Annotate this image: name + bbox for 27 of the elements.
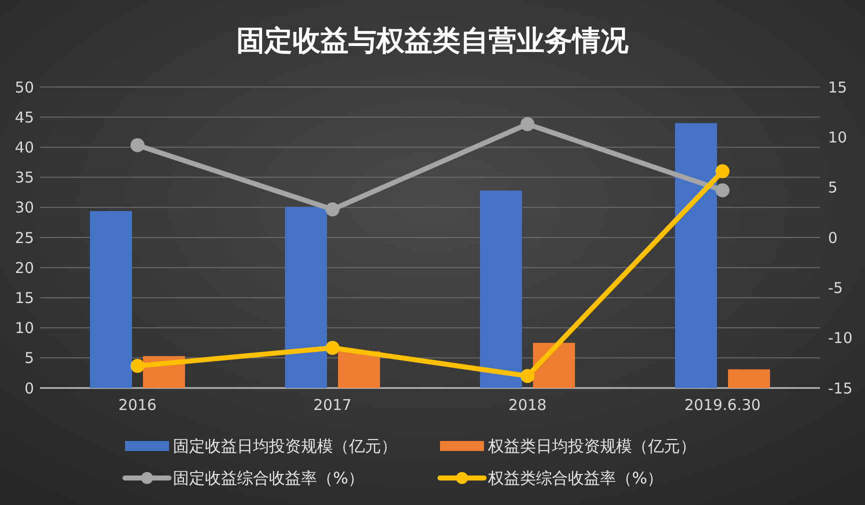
y-tick-label: 45 [14, 108, 34, 126]
y2-tick-label: 15 [828, 78, 848, 96]
y-tick-label: 10 [14, 319, 34, 338]
y2-tick-label: 5 [828, 178, 838, 197]
y-tick-label: 50 [14, 78, 34, 96]
y-tick-label: 0 [24, 379, 34, 398]
chart-title: 固定收益与权益类自营业务情况 [236, 24, 630, 57]
x-tick-label: 2017 [313, 396, 352, 414]
y-tick-label: 20 [14, 258, 34, 277]
x-tick-label: 2019.6.30 [684, 396, 761, 414]
legend-label: 固定收益综合收益率（%） [173, 468, 364, 488]
legend-label: 固定收益日均投资规模（亿元） [173, 436, 397, 456]
x-tick-label: 2018 [508, 396, 547, 414]
x-tick-label: 2016 [118, 396, 157, 414]
y-tick-label: 15 [14, 288, 34, 307]
y2-tick-label: -5 [828, 278, 843, 297]
y2-tick-label: -10 [828, 329, 852, 348]
y-tick-label: 5 [24, 349, 34, 368]
y-tick-label: 25 [14, 228, 34, 247]
legend-label: 权益类日均投资规模（亿元） [487, 436, 696, 456]
y-tick-label: 40 [14, 138, 34, 156]
y2-tick-label: 10 [828, 128, 848, 146]
legend-label: 权益类综合收益率（%） [487, 468, 664, 488]
y2-tick-label: 0 [828, 228, 838, 247]
y-tick-label: 30 [14, 198, 34, 217]
y2-tick-label: -15 [828, 379, 852, 398]
y-tick-label: 35 [14, 168, 34, 187]
